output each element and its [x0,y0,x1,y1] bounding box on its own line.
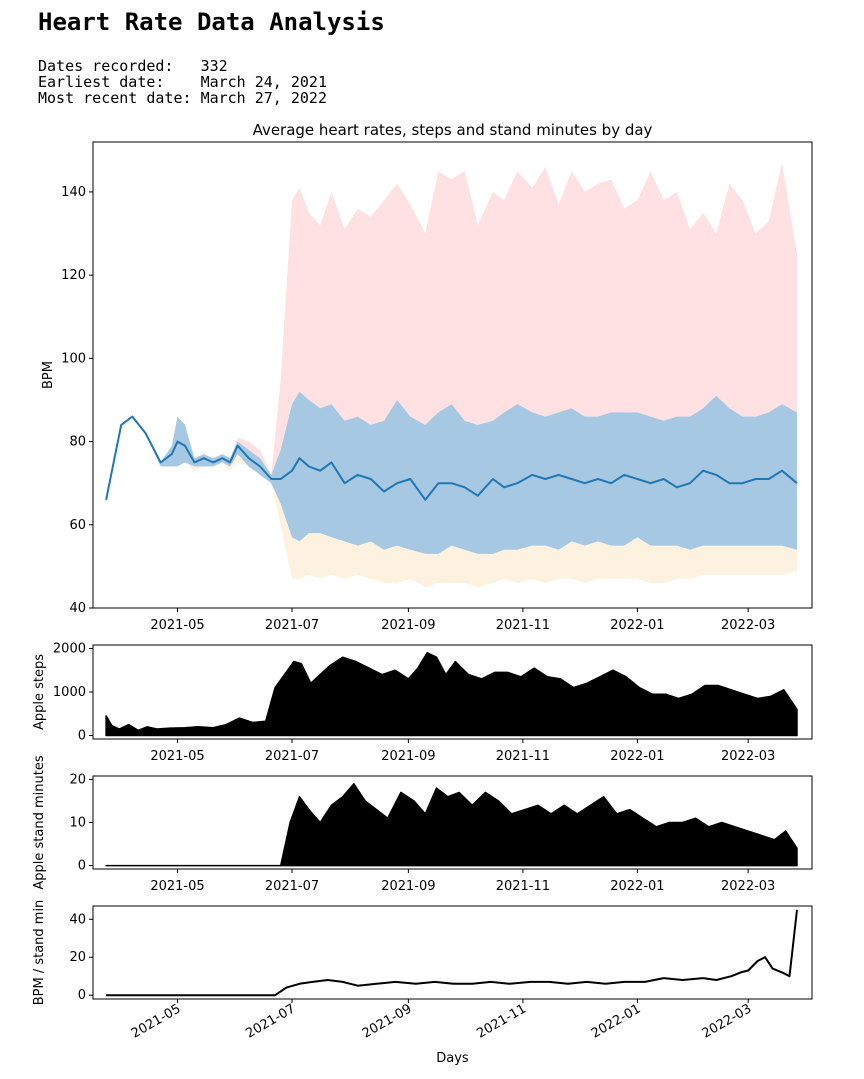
x-tick-label: 2021-05 [150,618,204,633]
series-area [105,652,798,737]
y-tick-label: 120 [61,268,86,283]
chart-title: Average heart rates, steps and stand min… [253,121,653,139]
stat-value: March 27, 2022 [200,89,327,107]
chart-panel-1: 40 60 80 100 120 140 2021-05 2021-07 2021-09 2021… [41,121,813,633]
x-tick-label: 2021-11 [496,749,550,764]
mean-bpm-line [105,415,798,501]
y-tick-label: 80 [69,435,86,450]
stat-value: March 24, 2021 [200,73,327,91]
stat-label: Earliest date: [38,73,201,91]
y-tick-label: 10 [69,816,86,831]
stat-most-recent-date: Most recent date: March 27, 2022 [38,90,327,106]
x-axis-label: Days [436,1051,469,1066]
stat-label: Dates recorded: [38,57,201,75]
x-tick-label: 2022-01 [610,879,664,894]
axes-frame [92,141,813,609]
x-tick-label: 2022-01 [589,1001,644,1041]
x-tick-label: 2021-09 [360,1001,415,1041]
x-tick-label: 2022-03 [721,618,775,633]
y-tick-label: 100 [61,351,86,366]
x-tick-label: 2022-03 [700,1001,755,1041]
x-tick-label: 2022-03 [721,749,775,764]
y-tick-label: 0 [78,729,86,744]
stat-dates-recorded: Dates recorded: 332 [38,58,327,74]
plot-area [106,909,798,997]
stats-block: Dates recorded: 332 Earliest date: March… [38,58,327,106]
axes-frame [92,905,813,1000]
x-tick-label: 2021-05 [150,879,204,894]
x-tick-label: 2021-07 [265,749,319,764]
plot-area [105,162,798,588]
y-tick-label: 140 [61,185,86,200]
x-tick-label: 2021-05 [150,749,204,764]
chart-panel-4: 0 20 40 2021-05 2021-07 2021-09 2021-11 2022-01… [32,900,813,1066]
x-tick-label: 2021-07 [243,1001,298,1041]
y-tick-label: 60 [69,518,86,533]
chart-panel-3: 0 10 20 2021-05 2021-07 2021-09 2021-11 2022-01… [32,755,813,894]
chart-panel-2: 0 1000 2000 2021-05 2021-07 2021-09 2021-11 202… [32,641,813,764]
y-tick-label: 0 [78,988,86,1003]
y-tick-label: 40 [69,912,86,927]
std-band-area [106,391,798,554]
x-tick-label: 2022-01 [610,618,664,633]
min-band-area [106,416,798,588]
x-tick-label: 2021-11 [496,618,550,633]
y-axis-label: BPM / stand min [32,900,47,1006]
x-tick-label: 2021-05 [129,1001,184,1041]
y-tick-label: 1000 [53,685,86,700]
x-tick-label: 2021-09 [381,749,435,764]
max-band-area [106,162,798,500]
x-tick-label: 2021-11 [474,1001,529,1041]
series-line [106,909,798,997]
y-axis-label: Apple steps [32,654,47,730]
y-axis-label: BPM [41,361,56,389]
stat-value: 332 [200,57,228,75]
page-title: Heart Rate Data Analysis [38,8,385,36]
y-tick-label: 40 [69,601,86,616]
y-tick-label: 2000 [53,641,86,656]
y-tick-label: 20 [69,772,86,787]
plot-area [105,652,798,737]
y-tick-label: 0 [78,859,86,874]
y-axis-label: Apple stand minutes [32,755,47,889]
x-tick-label: 2021-11 [496,879,550,894]
x-tick-label: 2021-07 [265,618,319,633]
x-tick-label: 2021-09 [381,618,435,633]
y-tick-label: 20 [69,950,86,965]
series-area [105,783,798,867]
x-tick-label: 2021-09 [381,879,435,894]
stat-earliest-date: Earliest date: March 24, 2021 [38,74,327,90]
plot-area [105,783,798,867]
x-tick-label: 2022-03 [721,879,775,894]
x-tick-label: 2021-07 [265,879,319,894]
x-tick-label: 2022-01 [610,749,664,764]
stat-label: Most recent date: [38,89,201,107]
